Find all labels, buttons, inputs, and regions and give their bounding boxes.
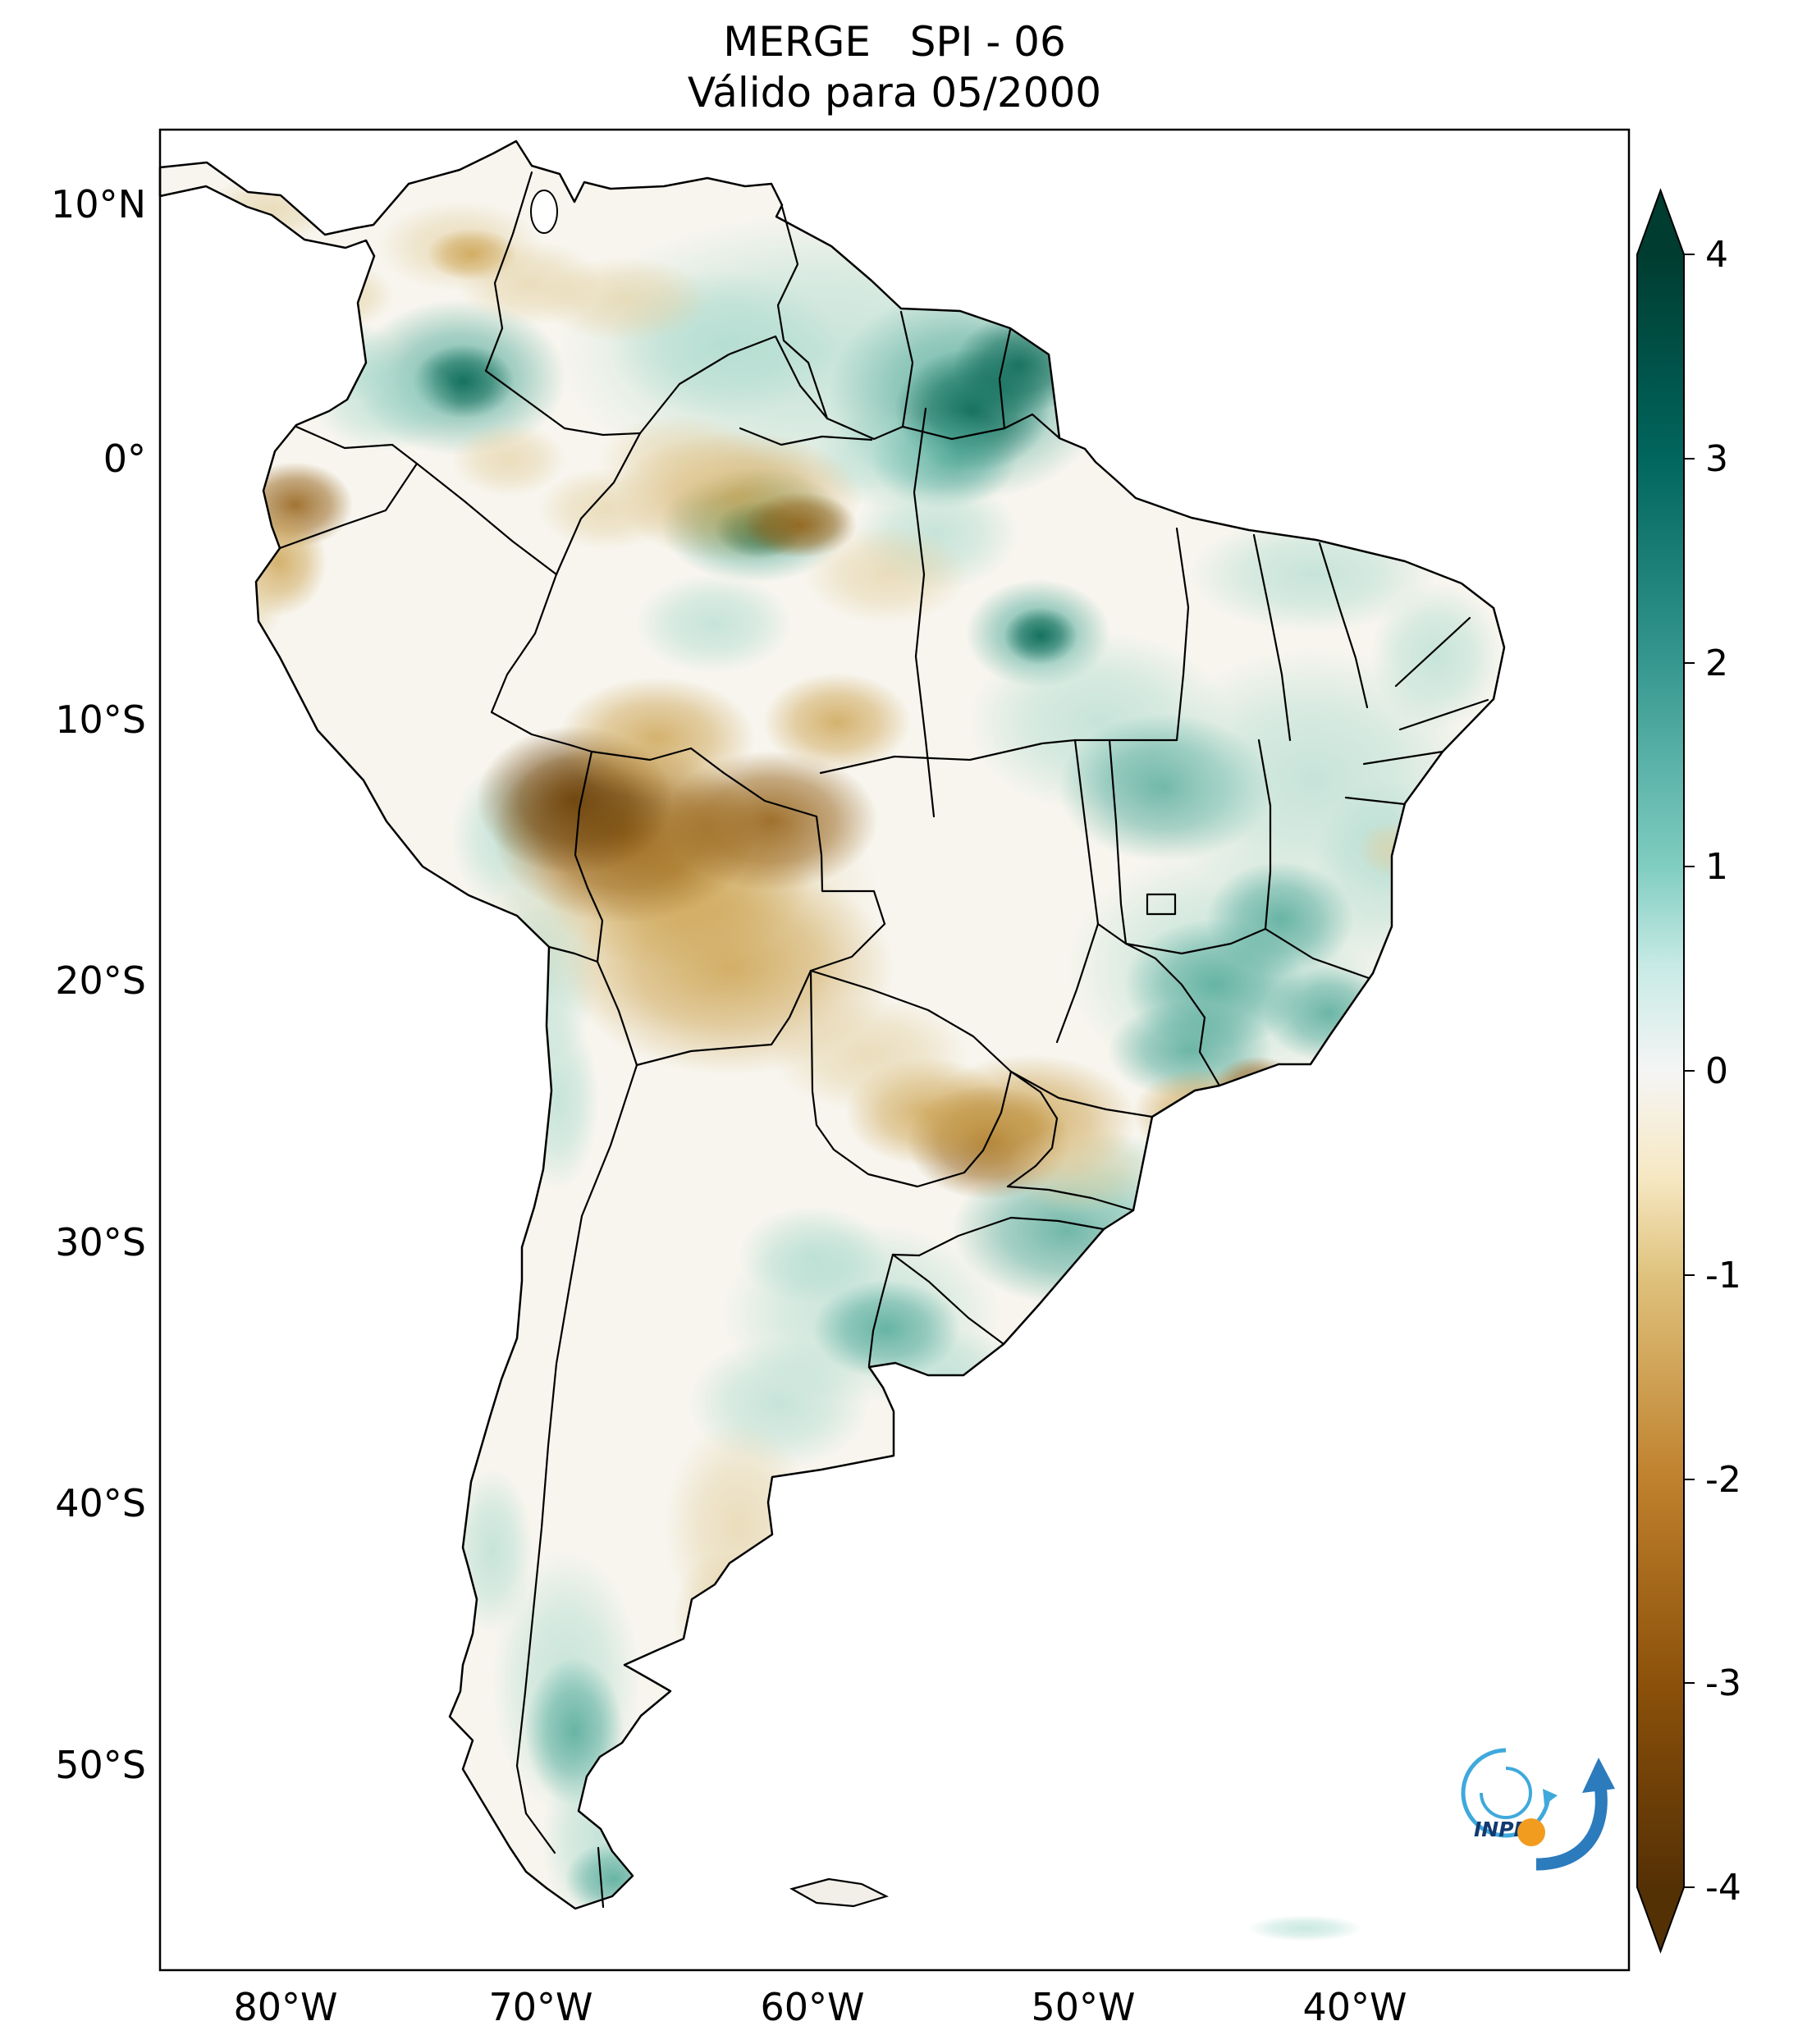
x-tick-label-60w: 60°W <box>760 1985 864 2029</box>
inpe-swirl-arrowhead-icon <box>1543 1789 1558 1805</box>
colorbar-tick-label-m2: -2 <box>1705 1459 1741 1501</box>
country-state-borders <box>278 171 1489 1909</box>
inpe-swirl-inner-icon <box>1480 1767 1532 1819</box>
chart-subtitle: Válido para 05/2000 <box>688 69 1101 117</box>
y-tick-label-50s: 50°S <box>55 1743 146 1787</box>
y-axis: 10°N 0° 10°S 20°S 30°S 40°S 50°S <box>51 182 146 1787</box>
x-axis: 80°W 70°W 60°W 50°W 40°W <box>233 1985 1407 2029</box>
colorbar-tick-label-0: 0 <box>1705 1050 1728 1092</box>
lake-maracaibo <box>530 190 558 234</box>
y-tick-label-10s: 10°S <box>55 697 146 742</box>
x-tick-label-40w: 40°W <box>1302 1985 1407 2029</box>
colorbar-ticks <box>1684 254 1695 1888</box>
inpe-orange-dot <box>1517 1818 1545 1846</box>
colorbar: 4 3 2 1 0 -1 -2 -3 -4 <box>1636 188 1741 1954</box>
x-tick-label-70w: 70°W <box>488 1985 592 2029</box>
y-tick-label-40s: 40°S <box>55 1481 146 1525</box>
colorbar-tick-label-m1: -1 <box>1705 1255 1741 1296</box>
colorbar-gradient-bar <box>1636 188 1685 1954</box>
y-tick-label-10n: 10°N <box>51 182 146 226</box>
map-panel <box>158 128 1631 1972</box>
colorbar-tick-label-3: 3 <box>1705 438 1728 480</box>
inpe-arrowhead-icon <box>1582 1758 1615 1793</box>
y-tick-label-0: 0° <box>103 437 146 481</box>
falkland-islands <box>789 1877 889 1908</box>
y-tick-label-20s: 20°S <box>55 958 146 1003</box>
map-frame <box>158 128 1631 1972</box>
y-tick-label-30s: 30°S <box>55 1220 146 1264</box>
chart-title: MERGE SPI - 06 <box>723 18 1066 66</box>
x-tick-label-50w: 50°W <box>1031 1985 1135 2029</box>
ocean-data-artifact <box>1247 1915 1362 1941</box>
colorbar-tick-label-1: 1 <box>1705 846 1728 888</box>
inpe-arrow-icon <box>1535 1784 1608 1871</box>
colorbar-tick-label-2: 2 <box>1705 642 1728 684</box>
colorbar-tick-label-m3: -3 <box>1705 1662 1741 1704</box>
colorbar-tick-label-m4: -4 <box>1705 1867 1741 1909</box>
inpe-logo: INPE <box>1461 1748 1615 1871</box>
x-tick-label-80w: 80°W <box>233 1985 337 2029</box>
colorbar-tick-label-4: 4 <box>1705 234 1728 276</box>
